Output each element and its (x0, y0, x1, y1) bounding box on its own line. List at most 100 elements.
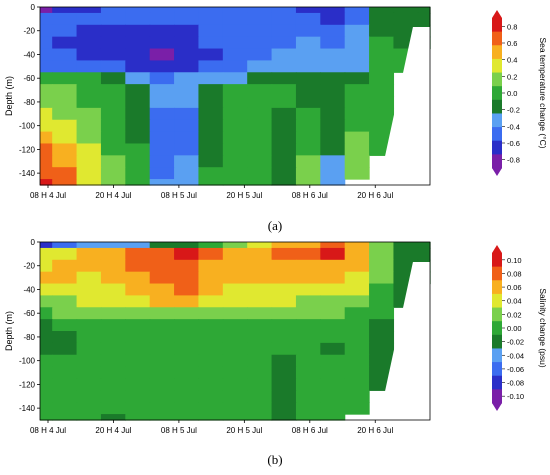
chart-b-cell (295, 331, 321, 344)
chart-a-colorbar-segment (492, 31, 502, 46)
chart-a-cell (222, 96, 248, 109)
chart-b-cell (393, 242, 419, 249)
chart-a-cell (247, 131, 273, 145)
chart-b-cell (100, 402, 126, 415)
chart-a-cell (198, 12, 224, 26)
chart-b-cell (174, 354, 200, 368)
chart-a-cell (125, 96, 151, 109)
chart-a-cell (100, 131, 126, 145)
chart-a-cell (247, 60, 273, 73)
chart-b-colorbar-tick-label: 0.10 (507, 256, 522, 265)
chart-b-cell (76, 331, 102, 344)
chart-b-cell (417, 242, 431, 249)
chart-b-cell (52, 259, 78, 273)
chart-b-cell (76, 283, 102, 296)
chart-a-cell (247, 179, 273, 186)
chart-b-cell (222, 295, 248, 308)
chart-a-cell (40, 60, 53, 73)
chart-a-cell (222, 60, 248, 73)
chart-b-colorbar-tick-label: 0.00 (507, 324, 522, 333)
chart-b-cell (76, 402, 102, 415)
chart-a-cell (369, 48, 395, 61)
chart-b-cell (295, 295, 321, 308)
chart-b-cell (198, 259, 224, 273)
chart-b-cell (295, 402, 321, 415)
chart-a-cell (100, 36, 126, 50)
chart-b-cell (40, 271, 53, 285)
chart-a-cell (149, 143, 175, 156)
chart-a-cell (369, 96, 395, 109)
chart-b-cell (222, 331, 248, 344)
chart-a-cell (198, 60, 224, 73)
chart-b-cell (369, 307, 395, 320)
chart-a-cell (320, 96, 346, 109)
chart-b-cell (174, 307, 200, 320)
chart-a-cell (40, 7, 53, 14)
chart-a-cell (149, 12, 175, 26)
chart-a-cell (174, 60, 200, 73)
chart-b-xtick-label: 20 H 5 Jul (226, 426, 262, 435)
chart-a-cell (174, 12, 200, 26)
chart-a-colorbar-tick-label: 0.0 (507, 89, 517, 98)
chart-a-cell (344, 155, 370, 168)
chart-a-cell (369, 84, 395, 97)
chart-b-colorbar-tick-label: 0.02 (507, 310, 522, 319)
chart-b-cell (198, 307, 224, 320)
chart-b-cell (149, 242, 175, 249)
chart-b-cell (125, 307, 151, 320)
chart-b-cell (52, 366, 78, 380)
chart-a-cell (174, 48, 200, 61)
chart-b-cell (52, 271, 78, 285)
chart-a-cell (271, 72, 297, 85)
chart-a-cell (76, 12, 102, 26)
chart-b-cell (247, 242, 273, 249)
chart-b-cell (125, 247, 151, 261)
chart-a-cell (174, 131, 200, 145)
chart-a-cell (271, 7, 297, 14)
chart-a-cell (76, 72, 102, 85)
chart-a-cell (369, 72, 395, 85)
chart-b-cell (125, 271, 151, 285)
chart-b-cell (247, 295, 273, 308)
chart-a-cell (149, 60, 175, 73)
chart-b-ytick-label: -60 (23, 309, 35, 318)
chart-a-cell (271, 167, 297, 180)
chart-a-cell (393, 12, 419, 26)
chart-b-cell (76, 259, 102, 273)
chart-a-cell (369, 60, 395, 73)
chart-b-cell (222, 354, 248, 368)
chart-b-colorbar-tick-label: -0.10 (507, 392, 524, 401)
chart-a-xtick-label: 20 H 4 Jul (95, 191, 131, 200)
chart-b-cell (344, 390, 370, 403)
chart-a-cell (40, 143, 53, 156)
chart-a-cell (198, 119, 224, 133)
chart-a-cell (344, 36, 370, 50)
chart-b-cell (222, 242, 248, 249)
panel-a-sea-temperature: 0 -20 -40 -60 -80 -100 -120 -140 08 H 4 Jul 20 H … (0, 0, 550, 235)
chart-b-cell (222, 390, 248, 403)
chart-b-cell (174, 366, 200, 380)
chart-a-cell (344, 60, 370, 73)
chart-b-cell (271, 247, 297, 261)
chart-a-cell (320, 119, 346, 133)
chart-a-cell (174, 179, 200, 186)
chart-a-cell (40, 107, 53, 121)
chart-a-colorbar-tick-label: -0.4 (507, 122, 520, 131)
chart-a-cell (247, 36, 273, 50)
chart-b-cell (125, 283, 151, 296)
chart-b-colorbar-segment (492, 253, 502, 268)
chart-b-cell (40, 295, 53, 308)
chart-b-cell (222, 283, 248, 296)
chart-a-cell (125, 131, 151, 145)
chart-a-cell (76, 155, 102, 168)
chart-b-cell (320, 307, 346, 320)
chart-b-cell (344, 259, 370, 273)
chart-a-cell (320, 143, 346, 156)
chart-b-cell (222, 247, 248, 261)
chart-a-cell (52, 7, 78, 14)
chart-b-cell (100, 342, 126, 356)
chart-b-colorbar-segment (492, 307, 502, 322)
chart-a-cell (271, 107, 297, 121)
chart-b-cell (344, 247, 370, 261)
chart-b-cell (393, 247, 419, 261)
